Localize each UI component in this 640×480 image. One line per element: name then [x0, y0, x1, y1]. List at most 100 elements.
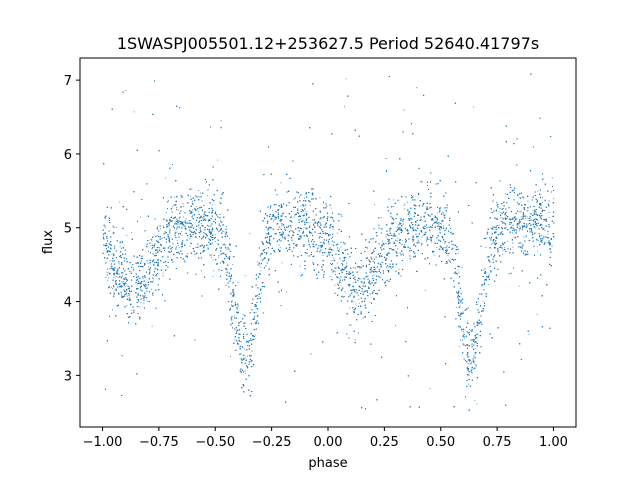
data-point: [424, 231, 426, 233]
data-point: [255, 312, 257, 313]
data-point: [541, 234, 543, 236]
data-point: [403, 208, 405, 210]
data-point: [249, 233, 251, 235]
data-point: [200, 229, 202, 231]
data-point: [126, 285, 128, 287]
data-point: [470, 359, 472, 361]
data-point: [344, 291, 346, 293]
data-point: [113, 291, 115, 293]
data-point: [512, 246, 514, 248]
data-point: [515, 231, 517, 233]
data-point: [112, 233, 114, 234]
data-point: [133, 111, 135, 113]
data-point: [482, 269, 484, 271]
data-point: [119, 246, 121, 248]
data-point: [375, 268, 377, 270]
data-point: [240, 353, 242, 355]
data-point: [371, 275, 373, 277]
data-point: [245, 372, 247, 374]
data-point: [527, 223, 529, 225]
data-point: [280, 182, 282, 184]
data-point: [502, 254, 504, 255]
data-point: [281, 219, 283, 220]
data-point: [369, 301, 371, 303]
data-point: [520, 247, 522, 249]
data-point: [242, 314, 244, 316]
data-point: [436, 247, 438, 248]
data-point: [131, 231, 133, 233]
data-point: [355, 303, 357, 305]
data-point: [119, 263, 121, 265]
data-point: [257, 315, 259, 317]
data-point: [518, 285, 520, 287]
data-point: [457, 252, 459, 254]
data-point: [516, 202, 518, 204]
data-point: [332, 250, 334, 252]
data-point: [527, 217, 529, 219]
data-point: [380, 217, 382, 218]
data-point: [457, 269, 459, 271]
data-point: [476, 352, 477, 354]
data-point: [115, 280, 117, 282]
data-point: [500, 217, 502, 219]
data-point: [180, 243, 182, 245]
data-point: [460, 339, 461, 341]
data-point: [373, 274, 375, 276]
data-point: [385, 236, 387, 238]
data-point: [393, 206, 395, 207]
data-point: [129, 270, 130, 272]
data-point: [176, 207, 178, 208]
data-point: [148, 266, 150, 268]
data-point: [240, 341, 242, 343]
data-point: [231, 273, 233, 275]
data-point: [404, 244, 405, 246]
data-point: [332, 219, 334, 221]
data-point: [522, 243, 524, 245]
data-point: [102, 235, 104, 237]
data-point: [403, 204, 405, 206]
data-point: [436, 212, 438, 214]
data-point: [540, 215, 542, 217]
data-point: [151, 248, 153, 250]
data-point: [228, 238, 230, 240]
data-point: [226, 225, 227, 227]
data-point: [485, 246, 487, 248]
data-point: [329, 247, 331, 248]
data-point: [402, 254, 404, 256]
data-point: [126, 305, 128, 307]
data-point: [544, 230, 546, 232]
data-point: [474, 399, 476, 401]
data-point: [121, 293, 122, 295]
data-point: [187, 253, 189, 255]
data-point: [113, 277, 115, 279]
data-point: [162, 272, 164, 274]
data-point: [501, 217, 503, 219]
data-point: [306, 215, 307, 216]
data-point: [395, 239, 396, 241]
data-point: [368, 280, 370, 281]
data-point: [218, 231, 220, 233]
data-point: [118, 201, 120, 203]
data-point: [171, 206, 173, 208]
data-point: [459, 305, 461, 307]
data-point: [195, 206, 197, 208]
data-point: [223, 231, 225, 233]
data-point: [269, 244, 271, 246]
data-point: [230, 279, 232, 281]
data-point: [397, 237, 399, 239]
data-point: [463, 334, 465, 336]
data-point: [219, 201, 221, 203]
data-point: [200, 270, 202, 272]
data-point: [112, 288, 114, 290]
data-point: [122, 281, 124, 282]
data-point: [477, 333, 479, 335]
data-point: [164, 177, 166, 179]
data-point: [450, 243, 452, 245]
data-point: [177, 223, 179, 225]
data-point: [276, 223, 278, 225]
data-point: [136, 280, 138, 282]
data-point: [455, 307, 457, 309]
data-point: [331, 260, 333, 262]
data-point: [222, 244, 224, 246]
data-points: [102, 73, 555, 411]
